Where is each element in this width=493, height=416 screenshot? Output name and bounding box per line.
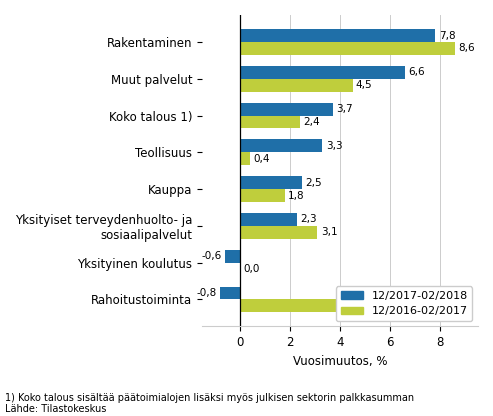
- Bar: [240, 79, 352, 92]
- Text: 2,4: 2,4: [303, 117, 320, 127]
- Text: 1) Koko talous sisältää päätoimialojen lisäksi myös julkisen sektorin palkkasumm: 1) Koko talous sisältää päätoimialojen l…: [5, 394, 414, 404]
- Bar: [240, 176, 302, 189]
- Text: Lähde: Tilastokeskus: Lähde: Tilastokeskus: [5, 404, 106, 414]
- Text: -0,6: -0,6: [201, 251, 221, 261]
- Text: 0,4: 0,4: [253, 154, 270, 164]
- Text: 0,0: 0,0: [243, 264, 259, 274]
- Text: 3,7: 3,7: [336, 104, 352, 114]
- Bar: [240, 42, 456, 55]
- Legend: 12/2017-02/2018, 12/2016-02/2017: 12/2017-02/2018, 12/2016-02/2017: [336, 287, 472, 321]
- Bar: [240, 213, 297, 226]
- Bar: [240, 66, 405, 79]
- Text: 4,5: 4,5: [356, 80, 373, 90]
- Bar: [240, 103, 332, 116]
- Bar: [225, 250, 240, 262]
- Bar: [240, 226, 317, 239]
- X-axis label: Vuosimuutos, %: Vuosimuutos, %: [293, 355, 387, 368]
- Text: 7,8: 7,8: [439, 31, 455, 41]
- Text: 3,1: 3,1: [321, 227, 337, 237]
- Bar: [240, 189, 285, 202]
- Bar: [240, 116, 300, 129]
- Text: 2,5: 2,5: [306, 178, 322, 188]
- Bar: [240, 29, 435, 42]
- Bar: [240, 139, 322, 152]
- Bar: [240, 152, 250, 165]
- Text: 4,1: 4,1: [346, 301, 362, 311]
- Bar: [220, 287, 240, 300]
- Text: 8,6: 8,6: [458, 43, 475, 54]
- Text: 3,3: 3,3: [326, 141, 342, 151]
- Text: 1,8: 1,8: [288, 191, 305, 201]
- Bar: [240, 300, 343, 312]
- Text: 2,3: 2,3: [301, 214, 317, 225]
- Text: 6,6: 6,6: [409, 67, 425, 77]
- Text: -0,8: -0,8: [196, 288, 216, 298]
